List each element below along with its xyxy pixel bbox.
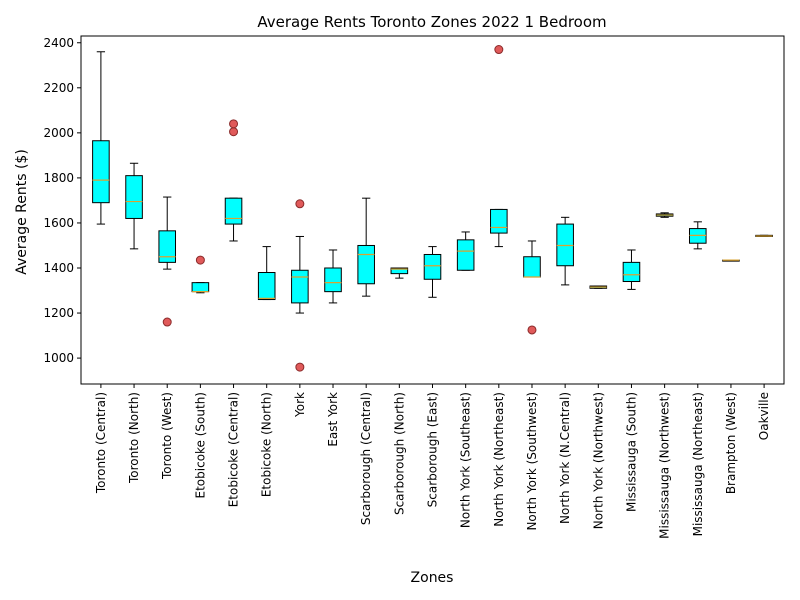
box-body xyxy=(523,256,541,278)
x-tick-label: North York (Northeast) xyxy=(492,392,506,527)
y-tick-label: 1000 xyxy=(43,351,74,365)
box-group xyxy=(490,45,508,248)
box-body xyxy=(291,269,309,304)
box-body xyxy=(390,267,409,275)
x-tick-label: Etobicoke (Central) xyxy=(227,392,241,507)
outlier-point xyxy=(295,199,305,209)
box-group xyxy=(556,216,574,286)
x-tick-label: York xyxy=(293,392,307,418)
box-group xyxy=(722,259,740,262)
box-group xyxy=(622,249,641,290)
x-tick-label: Etobicoke (North) xyxy=(260,392,274,497)
box-group xyxy=(523,240,541,335)
x-tick-label: North York (N.Central) xyxy=(558,392,572,524)
outlier-point xyxy=(162,317,172,327)
x-tick-label: Scarborough (Central) xyxy=(359,392,373,525)
x-tick-label: Scarborough (East) xyxy=(426,392,440,507)
box-body xyxy=(622,261,641,283)
x-tick-label: East York xyxy=(326,392,340,447)
box-group xyxy=(589,285,608,289)
box-group xyxy=(92,51,110,225)
x-tick-label: Toronto (West) xyxy=(160,392,174,480)
x-axis-label: Zones xyxy=(411,570,454,586)
box-group xyxy=(688,221,707,250)
box-group xyxy=(357,197,375,297)
y-tick-label: 1800 xyxy=(43,171,74,185)
box-body xyxy=(490,208,508,234)
y-axis-label: Average Rents ($) xyxy=(14,149,30,275)
box-group xyxy=(423,246,442,298)
box-group xyxy=(191,255,210,294)
x-tick-label: Etobicoke (South) xyxy=(193,392,207,498)
box-group xyxy=(456,231,475,271)
chart-title: Average Rents Toronto Zones 2022 1 Bedro… xyxy=(257,13,606,31)
box-body xyxy=(257,272,276,301)
x-tick-label: Mississauga (Northeast) xyxy=(691,392,705,536)
x-axis-ticks: Toronto (Central) Toronto (North) Toronto … xyxy=(94,384,771,539)
box-group xyxy=(158,196,177,327)
box-group xyxy=(125,162,143,250)
x-tick-label: Oakville xyxy=(757,392,771,440)
y-tick-label: 1200 xyxy=(43,306,74,320)
y-tick-label: 1400 xyxy=(43,261,74,275)
box-series xyxy=(92,45,773,372)
box-body xyxy=(92,140,110,204)
box-group xyxy=(324,249,342,304)
y-axis-ticks: 1000 1200 1400 1600 1800 2000 2200 2400 xyxy=(43,36,81,365)
plot-frame xyxy=(80,35,785,385)
box-group xyxy=(224,119,243,242)
box-group xyxy=(390,267,409,279)
y-tick-label: 2200 xyxy=(43,81,74,95)
box-body xyxy=(191,282,210,293)
box-group xyxy=(257,246,276,301)
outlier-point xyxy=(229,127,239,137)
box-body xyxy=(423,253,442,280)
box-group xyxy=(755,234,773,237)
outlier-point xyxy=(295,362,305,372)
x-tick-label: North York (Southwest) xyxy=(525,392,539,531)
x-tick-label: Toronto (Central) xyxy=(94,392,108,494)
x-tick-label: Toronto (North) xyxy=(127,392,141,484)
outlier-point xyxy=(527,325,537,335)
x-tick-label: Mississauga (Northwest) xyxy=(658,392,672,539)
box-body xyxy=(456,239,475,271)
y-tick-label: 2000 xyxy=(43,126,74,140)
box-body xyxy=(357,244,375,285)
x-tick-label: Mississauga (South) xyxy=(624,392,638,512)
x-tick-label: Scarborough (North) xyxy=(392,392,406,515)
box-body xyxy=(158,230,177,263)
x-tick-label: North York (Southeast) xyxy=(459,392,473,528)
y-tick-label: 2400 xyxy=(43,36,74,50)
box-group xyxy=(291,199,309,372)
box-body xyxy=(125,175,143,219)
x-tick-label: North York (Northwest) xyxy=(591,392,605,529)
box-group xyxy=(655,212,674,218)
outlier-point xyxy=(195,255,205,265)
box-body xyxy=(324,267,342,293)
box-body xyxy=(224,197,243,225)
outlier-point xyxy=(494,45,504,55)
outlier-point xyxy=(229,119,239,129)
x-tick-label: Brampton (West) xyxy=(724,392,738,494)
y-tick-label: 1600 xyxy=(43,216,74,230)
